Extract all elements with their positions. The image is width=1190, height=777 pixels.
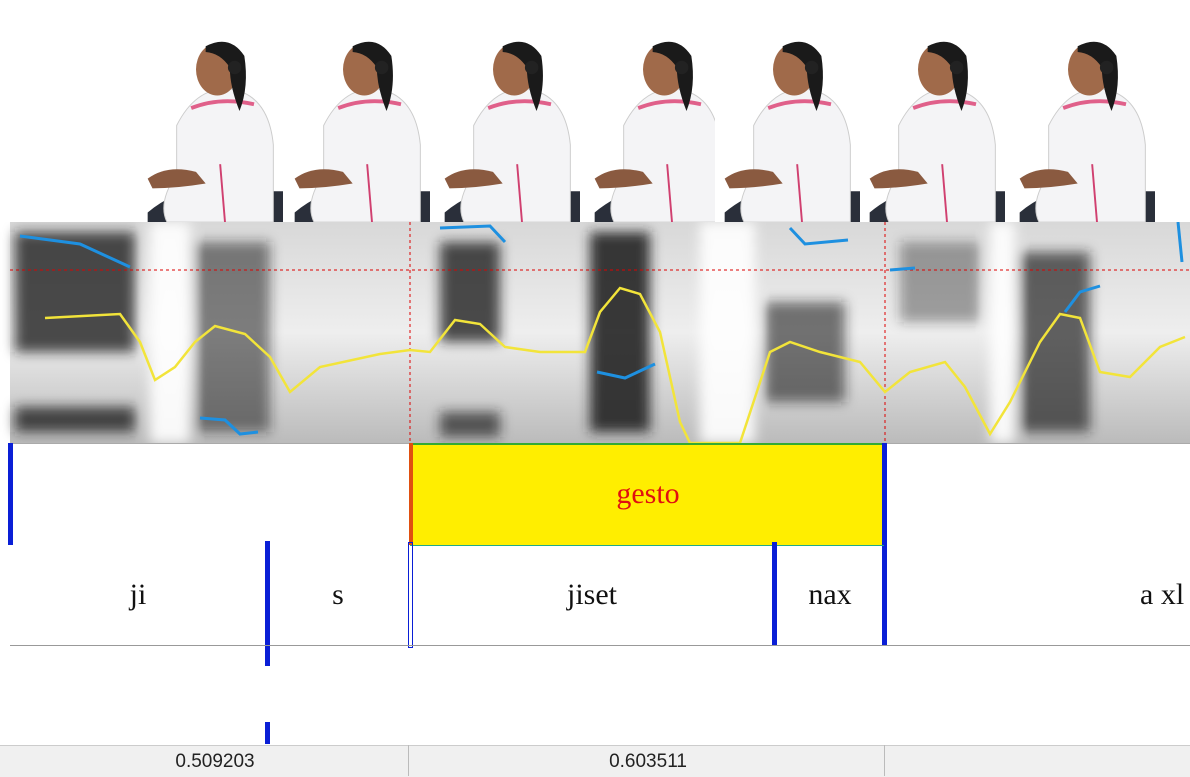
video-frames [0,0,1190,240]
boundary [409,443,413,545]
boundary [8,443,13,545]
gesture-label: gesto [616,477,679,511]
empty-tier [10,645,1190,741]
boundary [408,542,413,648]
separator [884,745,885,776]
word-label: a xl [1140,578,1184,612]
page: {"gesture_tier": {"label": "gesto"}, "wo… [0,0,1190,776]
separator [408,745,409,776]
duration[interactable]: 0.603511 [609,751,687,773]
word-clip: a xl [1100,575,1190,619]
spectrogram [0,222,1190,443]
word-label: s [332,578,344,612]
word-label: ji [130,578,147,612]
duration[interactable]: 0.509203 [175,751,254,773]
boundary [772,542,777,646]
word-label: nax [808,578,851,612]
word-label: jiset [567,578,617,612]
